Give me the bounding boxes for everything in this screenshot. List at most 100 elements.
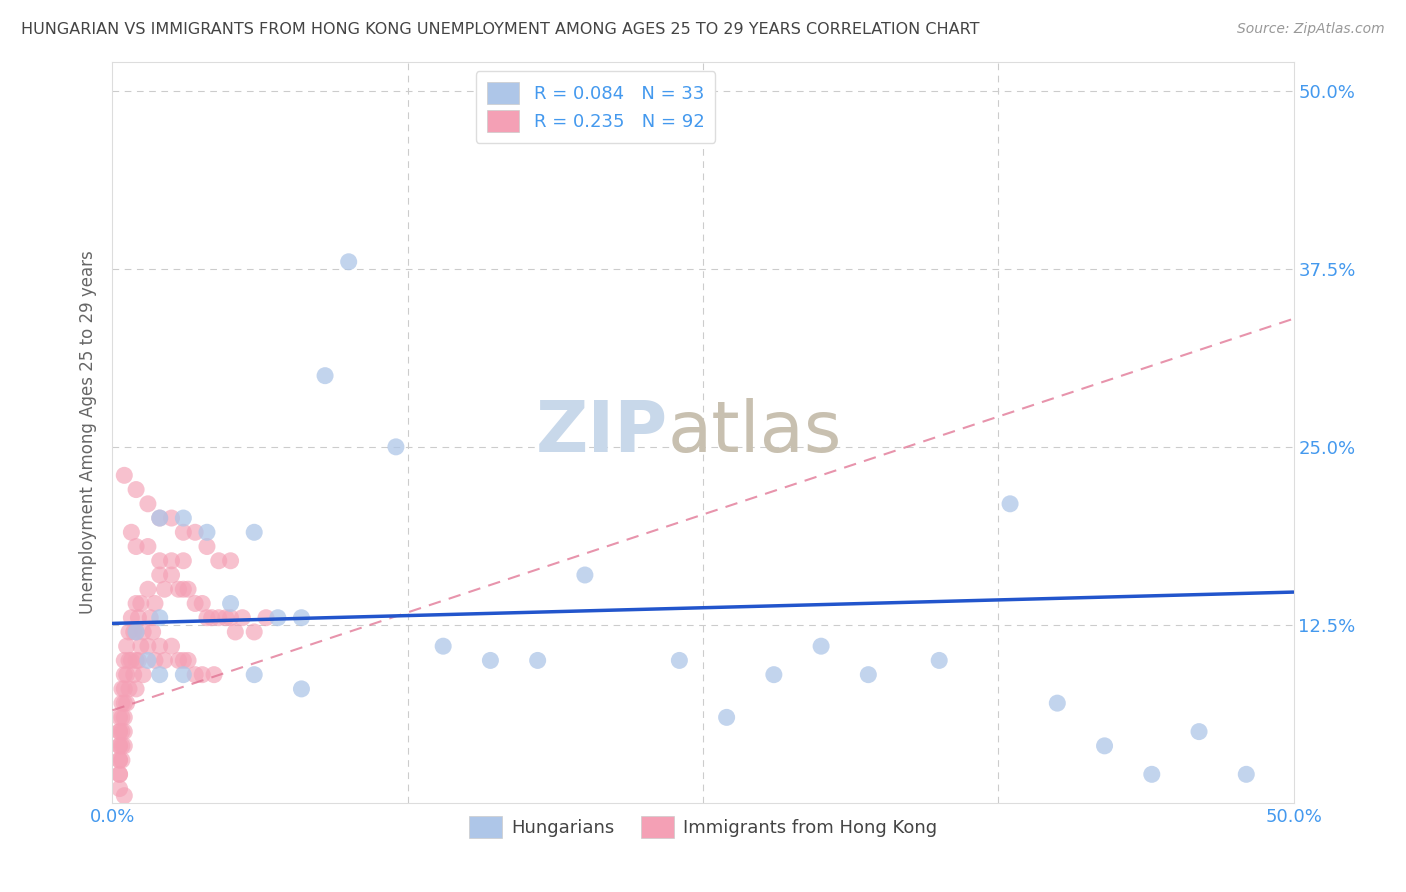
Point	[120, 610, 142, 624]
Point	[385, 440, 408, 454]
Point	[125, 597, 148, 611]
Point	[160, 639, 183, 653]
Point	[254, 610, 277, 624]
Point	[574, 568, 596, 582]
Point	[125, 483, 148, 497]
Point	[112, 710, 135, 724]
Point	[716, 710, 738, 724]
Point	[160, 568, 183, 582]
Point	[132, 624, 155, 639]
Point	[136, 653, 159, 667]
Point	[118, 624, 141, 639]
Point	[108, 739, 131, 753]
Point	[172, 525, 194, 540]
Point	[160, 554, 183, 568]
Point	[112, 739, 135, 753]
Point	[111, 753, 134, 767]
Point	[219, 554, 242, 568]
Point	[314, 368, 336, 383]
Point	[129, 639, 152, 653]
Point	[143, 653, 166, 667]
Point	[125, 681, 148, 696]
Point	[122, 667, 145, 681]
Point	[167, 653, 190, 667]
Point	[120, 653, 142, 667]
Point	[267, 610, 290, 624]
Point	[337, 254, 360, 268]
Point	[108, 781, 131, 796]
Point	[1046, 696, 1069, 710]
Point	[1234, 767, 1257, 781]
Point	[195, 540, 218, 554]
Point	[112, 667, 135, 681]
Point	[167, 582, 190, 597]
Point	[184, 667, 207, 681]
Point	[243, 525, 266, 540]
Point	[108, 739, 131, 753]
Point	[928, 653, 950, 667]
Point	[668, 653, 690, 667]
Point	[858, 667, 880, 681]
Point	[149, 667, 172, 681]
Text: ZIP: ZIP	[536, 398, 668, 467]
Text: HUNGARIAN VS IMMIGRANTS FROM HONG KONG UNEMPLOYMENT AMONG AGES 25 TO 29 YEARS CO: HUNGARIAN VS IMMIGRANTS FROM HONG KONG U…	[21, 22, 980, 37]
Point	[526, 653, 548, 667]
Point	[432, 639, 454, 653]
Point	[122, 624, 145, 639]
Point	[160, 511, 183, 525]
Y-axis label: Unemployment Among Ages 25 to 29 years: Unemployment Among Ages 25 to 29 years	[79, 251, 97, 615]
Point	[762, 667, 785, 681]
Point	[108, 724, 131, 739]
Point	[111, 724, 134, 739]
Point	[115, 639, 138, 653]
Point	[1140, 767, 1163, 781]
Point	[115, 667, 138, 681]
Point	[479, 653, 502, 667]
Point	[136, 497, 159, 511]
Point	[127, 653, 149, 667]
Point	[810, 639, 832, 653]
Point	[120, 525, 142, 540]
Point	[208, 554, 231, 568]
Point	[142, 624, 165, 639]
Point	[172, 554, 194, 568]
Point	[219, 597, 242, 611]
Point	[153, 582, 176, 597]
Point	[118, 681, 141, 696]
Point	[998, 497, 1021, 511]
Point	[149, 610, 172, 624]
Point	[115, 696, 138, 710]
Point	[136, 639, 159, 653]
Point	[172, 582, 194, 597]
Point	[172, 511, 194, 525]
Point	[125, 624, 148, 639]
Text: Source: ZipAtlas.com: Source: ZipAtlas.com	[1237, 22, 1385, 37]
Point	[136, 582, 159, 597]
Point	[108, 767, 131, 781]
Point	[149, 511, 172, 525]
Point	[112, 653, 135, 667]
Point	[129, 597, 152, 611]
Point	[108, 724, 131, 739]
Point	[290, 610, 312, 624]
Point	[202, 667, 225, 681]
Point	[149, 568, 172, 582]
Point	[149, 554, 172, 568]
Point	[172, 653, 194, 667]
Point	[195, 525, 218, 540]
Point	[149, 511, 172, 525]
Point	[195, 610, 218, 624]
Point	[231, 610, 253, 624]
Point	[184, 597, 207, 611]
Point	[111, 739, 134, 753]
Point	[111, 710, 134, 724]
Legend: Hungarians, Immigrants from Hong Kong: Hungarians, Immigrants from Hong Kong	[463, 809, 943, 846]
Point	[143, 597, 166, 611]
Point	[172, 667, 194, 681]
Point	[112, 468, 135, 483]
Point	[139, 610, 162, 624]
Point	[290, 681, 312, 696]
Point	[1188, 724, 1211, 739]
Point	[132, 667, 155, 681]
Point	[112, 724, 135, 739]
